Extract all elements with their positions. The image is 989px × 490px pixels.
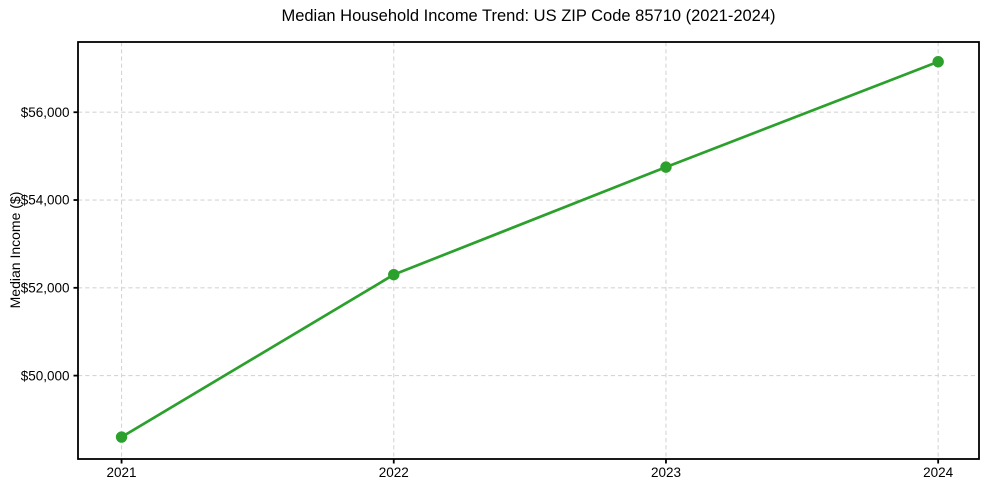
x-tick-label: 2024 xyxy=(923,465,954,480)
x-tick-label: 2021 xyxy=(107,465,137,480)
plot-background xyxy=(78,42,979,459)
data-point xyxy=(388,268,400,281)
chart-title: Median Household Income Trend: US ZIP Co… xyxy=(281,7,776,25)
y-tick-label: $56,000 xyxy=(21,105,70,120)
data-point xyxy=(115,431,128,443)
y-tick-label: $50,000 xyxy=(21,368,70,383)
y-tick-label: $52,000 xyxy=(21,281,70,296)
y-tick-label: $54,000 xyxy=(21,193,70,208)
plot-border xyxy=(77,41,980,460)
x-tick-label: 2023 xyxy=(651,465,681,480)
trend-line xyxy=(120,60,940,439)
data-point xyxy=(660,161,672,173)
x-tick-label: 2022 xyxy=(379,465,409,480)
data-point xyxy=(932,56,944,68)
